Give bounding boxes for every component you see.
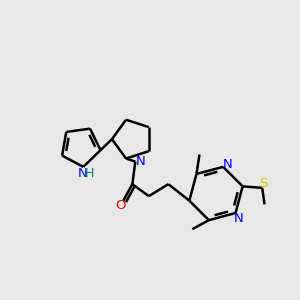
Text: O: O <box>116 199 126 212</box>
Text: N: N <box>234 212 243 225</box>
Text: N: N <box>223 158 233 171</box>
Text: S: S <box>259 178 268 190</box>
Text: N: N <box>78 167 88 180</box>
Text: N: N <box>135 154 145 167</box>
Text: H: H <box>85 167 94 180</box>
